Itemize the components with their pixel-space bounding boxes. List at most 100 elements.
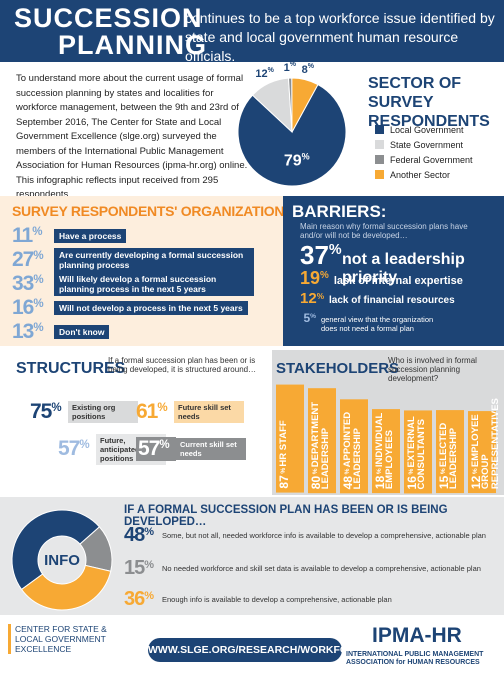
percent-sign: % [159,439,169,451]
percent-sign: % [280,467,287,474]
title: PLANNING [58,30,207,60]
stakeholder-bars: 87%HR STAFF 80%DEPARTMENT LEADERSHIP 48%AP… [274,385,504,493]
section-subtitle: If a formal succession plan has been or … [108,356,257,374]
org-text: Don't know [54,325,110,339]
percent: 37% [300,240,342,271]
barriers-panel [283,196,504,346]
percent-sign: % [33,322,43,334]
slice-label: 8% [302,63,315,76]
slice [291,77,319,133]
percent: 27% [12,248,54,272]
structure-tile: 75% Existing org positions [30,395,138,429]
percent: 61% [136,400,174,424]
percent-sign: % [33,298,43,310]
percent: 5% [300,311,316,325]
legend-label: Another Sector [390,169,451,180]
percent-sign: % [328,242,342,258]
stakeholder-bar: 12%EMPLOYEE GROUP REPRESENTATIVES [468,398,501,493]
percent-sign: % [290,62,297,68]
percent: 57% [136,437,176,461]
legend-swatch [375,170,384,179]
value: 57 [138,437,160,460]
stakeholder-label: HR STAFF [278,420,289,467]
section-title: SURVEY RESPONDENTS' ORGANIZATIONS... [12,203,305,219]
percent: 15% [124,557,162,580]
legend-swatch [375,155,384,164]
section-title: IF A FORMAL SUCCESSION PLAN HAS BEEN OR … [124,504,448,528]
percent-sign: % [33,250,43,262]
legend-label: Federal Government [390,154,473,165]
structure-tile: 61% Future skill set needs [136,395,244,429]
section-title: STRUCTURES [16,360,126,377]
ipma-logo: IPMA-HR [372,624,462,647]
slice-label: 79% [284,152,310,170]
barrier-row: 37% not a leadership priority [300,240,504,287]
percent-sign: % [320,270,329,281]
percent-sign: % [144,559,154,571]
barrier-text: lack of financial resources [329,295,455,306]
value: 12 [255,68,267,80]
org-row: 11% Have a process [12,224,127,248]
structure-text: Future skill set needs [174,401,244,423]
percent-sign: % [157,402,167,414]
value: 36 [124,588,145,610]
value: 33 [12,272,34,295]
percent: 16% [12,296,54,320]
value: 79 [284,153,302,170]
percent-sign: % [33,274,43,286]
value: 15 [124,557,145,579]
stakeholder-bar: 48%APPOINTED LEADERSHIP [340,398,368,493]
percent: 11% [12,224,54,248]
value: 61 [136,400,158,423]
percent-sign: % [79,439,89,451]
percent-sign: % [316,292,325,301]
slice-label: 12% [255,67,274,80]
percent-sign: % [408,467,415,474]
legend: Local Government State Government Federal … [375,122,473,182]
percent-sign: % [308,63,315,70]
info-row: 36% Enough info is available to develop a… [124,588,492,611]
percent: 36% [124,588,162,611]
value: 12 [300,290,317,307]
value: 75 [30,400,52,423]
legend-swatch [375,140,384,149]
barrier-text: not a leadership priority [342,251,465,286]
percent: 13% [12,320,54,344]
title: SUCCESSION [14,3,203,33]
legend-item: State Government [375,137,473,152]
ipma-name: INTERNATIONAL PUBLIC MANAGEMENT ASSOCIAT… [346,651,484,666]
value: 19 [300,268,321,288]
legend-swatch [375,125,384,134]
subtitle: continues to be a top workforce issue id… [185,10,495,64]
section-subtitle: Main reason why formal succession plans … [300,222,468,240]
section-subtitle: Who is involved in formal succession pla… [388,356,477,383]
value: 5 [303,311,311,325]
barrier-text: lack of internal expertise [333,275,463,287]
donut-chart: INFO [11,509,113,611]
value: 37 [300,240,329,270]
value: 48 [124,524,145,546]
pie-chart: 79%12% 1% 8% [237,62,347,187]
percent-sign: % [440,467,447,474]
structure-text: Existing org positions [68,401,138,423]
slice [20,564,112,611]
barrier-row: 12% lack of financial resources [300,290,455,307]
value: 87 [277,475,291,489]
percent-sign: % [312,467,319,474]
stakeholder-bar: 15%ELECTED LEADERSHIP [436,409,464,493]
stakeholder-bar: 16%EXTERNAL CONSULTANTS [404,409,432,493]
percent: 75% [30,400,68,424]
org-text: Have a process [54,229,127,243]
stakeholder-bar: 80%DEPARTMENT LEADERSHIP [308,387,336,493]
percent-sign: % [32,226,42,238]
value: 11 [12,224,33,247]
url[interactable]: WWW.SLGE.ORG/RESEARCH/WORKFORCE [148,638,370,662]
percent: 87% [277,467,291,489]
info-text: Some, but not all, needed workforce info… [162,531,486,540]
barrier-row: 5% general view that the organization doe… [300,311,441,333]
header [0,0,504,62]
percent-sign: % [302,152,310,162]
section-title: STAKEHOLDERS [276,360,400,377]
slice [11,509,101,591]
